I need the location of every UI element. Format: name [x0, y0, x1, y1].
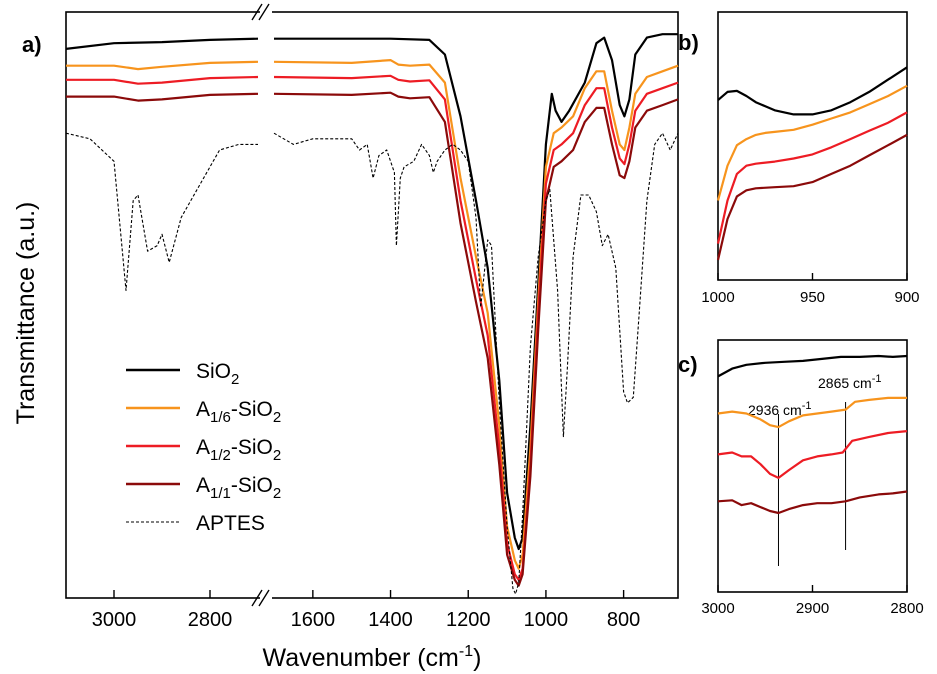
x-tick-label: 3000: [92, 609, 137, 631]
panel-c-x-ticks: 3000 2900 2800: [701, 585, 924, 617]
panel-b-x-ticks: 1000 950 900: [701, 273, 920, 306]
legend-label-A11: A1/1-SiO2: [196, 474, 281, 502]
x-tick-label: 1600: [291, 609, 336, 631]
peak-annotation: 2936 cm-1: [748, 400, 811, 418]
y-axis-label: Transmittance (a.u.): [12, 202, 40, 425]
panel-a-label: a): [22, 32, 42, 57]
series-line-A12: [717, 430, 908, 479]
panel-c: 3000 2900 2800 2936 cm-1 2865 cm-1 c): [678, 339, 924, 617]
legend: SiO2 A1/6-SiO2 A1/2-SiO2 A1/1-SiO2 APTES: [126, 360, 281, 535]
x-tick-label: 950: [800, 289, 825, 306]
axis-break-gap-top: [260, 5, 272, 19]
x-tick-label: 2800: [890, 600, 923, 617]
axis-break-mark: [258, 3, 270, 21]
panel-b: 1000 950 900 b): [678, 11, 920, 306]
series-line-A11: [66, 91, 679, 587]
panel-a-frame: [65, 11, 679, 599]
x-axis-label: Wavenumber (cm-1): [263, 643, 482, 672]
axis-break-gap-bottom: [260, 591, 272, 605]
panel-a-series: [65, 33, 679, 595]
peak-annotation: 2865 cm-1: [818, 373, 881, 391]
x-axis-label-sup: -1: [459, 643, 473, 660]
series-line-A16: [717, 396, 907, 429]
legend-label-A12: A1/2-SiO2: [196, 436, 281, 464]
x-tick-label: 1000: [524, 609, 569, 631]
x-axis-label-end: ): [473, 644, 481, 672]
series-line-A11: [716, 133, 908, 261]
panel-a-x-ticks: 3000 2800 1600 1400 1200 1000 800: [92, 590, 640, 631]
x-tick-label: 2800: [188, 609, 233, 631]
legend-label-APTES: APTES: [196, 512, 265, 535]
panel-b-frame: [717, 11, 908, 281]
series-line-SiO2: [65, 33, 678, 551]
series-line-A16: [716, 84, 908, 201]
x-tick-label: 1400: [368, 609, 413, 631]
panel-c-label: c): [678, 352, 698, 377]
panel-a: 3000 2800 1600 1400 1200 1000 800 a) Transmitt…: [12, 3, 679, 672]
x-tick-label: 1200: [446, 609, 491, 631]
series-line-A16: [66, 59, 679, 570]
axis-break-mark: [251, 3, 263, 21]
axis-break-mark: [251, 589, 263, 607]
panel-b-series: [716, 66, 908, 261]
series-line-A12: [716, 111, 908, 244]
series-line-APTES: [65, 132, 679, 595]
x-tick-label: 800: [607, 609, 640, 631]
x-tick-label: 2900: [796, 600, 829, 617]
axis-break-mark: [258, 589, 270, 607]
series-line-SiO2: [717, 66, 908, 116]
series-line-A12: [66, 74, 679, 581]
series-line-A11: [717, 490, 908, 515]
panel-b-label: b): [678, 30, 699, 55]
x-tick-label: 3000: [701, 600, 734, 617]
legend-label-A16: A1/6-SiO2: [196, 398, 281, 426]
x-axis-label-main: Wavenumber (cm: [263, 644, 459, 672]
x-tick-label: 1000: [701, 289, 734, 306]
x-tick-label: 900: [894, 289, 919, 306]
series-line-SiO2: [717, 354, 908, 378]
legend-label-SiO2: SiO2: [196, 360, 239, 388]
panel-c-series: [717, 354, 908, 515]
panel-c-annotations: 2936 cm-1 2865 cm-1: [748, 373, 881, 566]
